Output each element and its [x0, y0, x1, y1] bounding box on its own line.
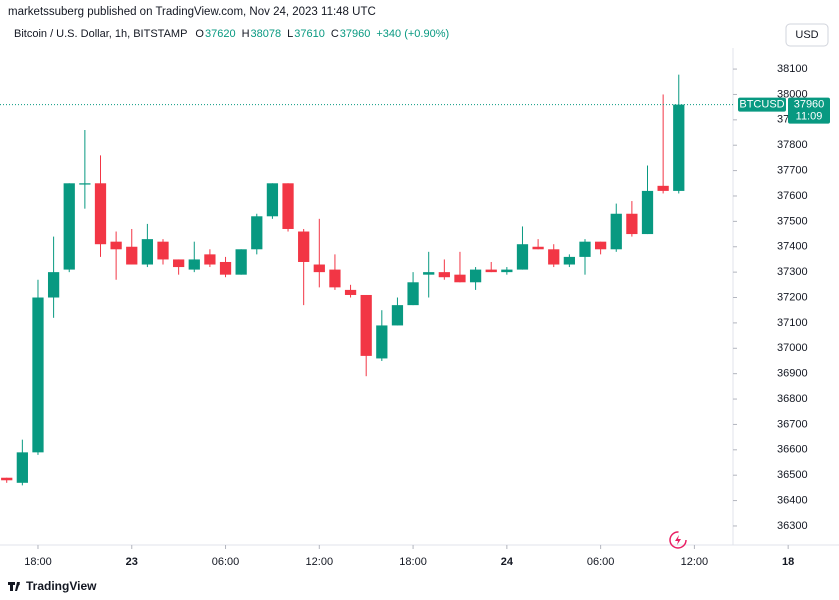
candles [1, 74, 685, 486]
candle-body [469, 269, 482, 283]
candle-body [1, 477, 13, 481]
candle-body [266, 183, 279, 217]
candle-body [32, 297, 44, 453]
candle-body [579, 241, 591, 257]
legend-value: 37620 [205, 28, 236, 40]
y-tick-label: 38000 [777, 88, 808, 100]
y-tick-label: 37400 [777, 241, 808, 253]
symbol-title: Bitcoin / U.S. Dollar, 1h, BITSTAMP [14, 28, 187, 40]
candle-body [251, 216, 263, 250]
legend-value: 37610 [294, 28, 325, 40]
y-tick-label: 36800 [777, 393, 808, 405]
x-tick-label: 18:00 [399, 556, 427, 568]
currency-button[interactable] [785, 23, 829, 47]
candle-body [594, 241, 607, 250]
candle-body [47, 272, 60, 298]
candle-body [173, 259, 185, 268]
candle-body [188, 259, 200, 270]
currency-label[interactable]: USD [795, 29, 818, 41]
price-tag-countdown: 11:09 [796, 111, 823, 123]
legend-label: H [242, 28, 250, 40]
x-tick-label: 23 [126, 556, 138, 568]
y-tick-label: 38100 [777, 63, 808, 75]
legend-change: +340 (+0.90%) [376, 28, 449, 40]
published-note: marketssuberg published on TradingView.c… [8, 6, 376, 18]
y-tick-label: 37000 [777, 342, 808, 354]
news-icon[interactable] [669, 531, 687, 549]
y-tick-label: 36400 [777, 494, 808, 506]
legend: Bitcoin / U.S. Dollar, 1h, BITSTAMP [14, 28, 187, 40]
x-tick-label: 18:00 [24, 556, 52, 568]
candle-body [438, 272, 450, 278]
legend-label: C [331, 28, 339, 40]
candle-body [423, 272, 435, 275]
candle-body [282, 183, 294, 229]
candle-body [298, 231, 310, 262]
price-tag-symbol-bg [738, 97, 786, 112]
candle-body [126, 246, 138, 265]
candle-body [563, 256, 575, 265]
candle-body [204, 254, 216, 265]
candle-body [94, 183, 107, 245]
y-tick-label: 36700 [777, 418, 808, 430]
candle-body [673, 104, 685, 191]
candle-body [548, 249, 560, 265]
candle-body [235, 249, 247, 275]
candle-body [344, 289, 357, 295]
y-tick-label: 37600 [777, 190, 808, 202]
x-tick-label: 18 [782, 556, 794, 568]
x-tick-label: 12:00 [306, 556, 334, 568]
y-tick-label: 37300 [777, 266, 808, 278]
x-tick-label: 06:00 [212, 556, 240, 568]
candle-body [376, 325, 388, 359]
candle-body [313, 264, 325, 273]
candle-body [626, 213, 638, 235]
y-tick-label: 37700 [777, 165, 808, 177]
y-tick-label: 37200 [777, 291, 808, 303]
legend-label: O [195, 28, 204, 40]
candle-body [657, 185, 669, 191]
legend-value: 38078 [251, 28, 282, 40]
candle-body [110, 241, 122, 250]
footer-brand: TradingView [26, 579, 97, 593]
candle-body [516, 244, 529, 270]
candle-body [63, 183, 75, 270]
y-tick-label: 36300 [777, 520, 808, 532]
candle-body [407, 282, 419, 306]
candle-body [141, 239, 154, 265]
y-tick-label: 36900 [777, 368, 808, 380]
candle-body [219, 261, 232, 275]
candle-body [641, 190, 654, 235]
candle-body [360, 294, 372, 356]
candle-body [501, 269, 513, 273]
price-tag-value: 37960 [794, 99, 825, 111]
legend-label: L [287, 28, 293, 40]
candle-body [454, 274, 466, 283]
footer-logo: TradingView [8, 579, 97, 593]
y-tick-label: 37800 [777, 139, 808, 151]
candle-body [532, 246, 544, 250]
x-tick-label: 24 [501, 556, 514, 568]
candle-body [79, 183, 91, 185]
price-tag-symbol: BTCUSD [739, 99, 784, 111]
legend-value: 37960 [340, 28, 371, 40]
candle-body [16, 452, 28, 483]
price-tag-bg [788, 97, 830, 124]
x-tick-label: 06:00 [587, 556, 615, 568]
candle-body [391, 305, 404, 326]
x-tick-label: 12:00 [681, 556, 709, 568]
candle-body [329, 269, 341, 288]
y-tick-label: 37500 [777, 215, 808, 227]
y-tick-label: 36600 [777, 444, 808, 456]
y-tick-label: 37100 [777, 317, 808, 329]
candle-body [157, 241, 169, 260]
candle-body [485, 269, 497, 273]
candle-body [610, 213, 622, 250]
y-tick-label: 36500 [777, 469, 808, 481]
